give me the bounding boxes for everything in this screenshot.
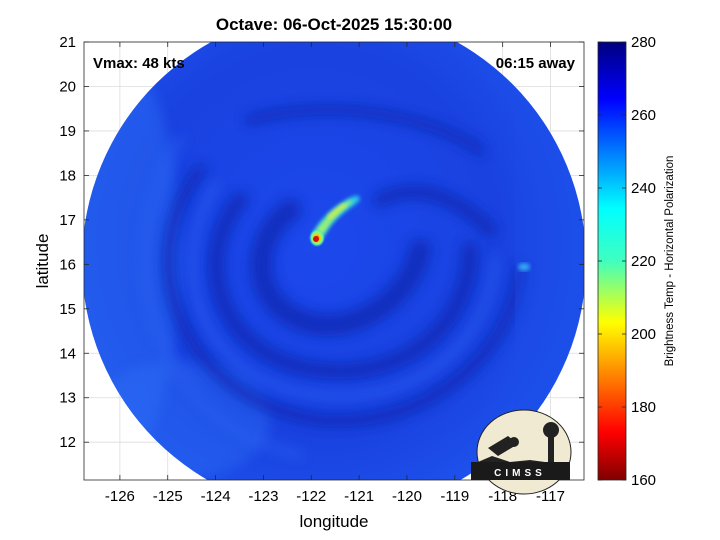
- colorbar-tick-label: 280: [631, 34, 656, 51]
- y-tick-label: 14: [59, 345, 76, 362]
- time-away-annotation: 06:15 away: [496, 55, 576, 72]
- x-axis-label: longitude: [299, 512, 368, 531]
- rain-band: [309, 195, 530, 271]
- y-axis-ticks: 12 13 14 15 16 17 18 19 20 21: [59, 34, 584, 451]
- y-axis-label: latitude: [33, 234, 52, 289]
- x-tick-label: -119: [440, 488, 469, 505]
- colorbar-tick-label: 180: [631, 399, 656, 416]
- x-tick-label: -125: [153, 488, 183, 505]
- y-tick-label: 12: [59, 434, 76, 451]
- y-tick-label: 21: [59, 34, 76, 51]
- y-tick-label: 15: [59, 301, 76, 318]
- x-tick-label: -122: [296, 488, 326, 505]
- cimss-logo: CIMSS: [471, 409, 572, 495]
- small-cell-east: [518, 263, 530, 271]
- x-tick-label: -121: [344, 488, 374, 505]
- plot-frame: [83, 41, 585, 481]
- y-tick-label: 13: [59, 390, 76, 407]
- y-tick-label: 18: [59, 167, 76, 184]
- colorbar-tick-label: 160: [631, 472, 656, 489]
- colorbar-tick-label: 240: [631, 180, 656, 197]
- spiral-bands: [162, 105, 526, 427]
- colorbar-tick-label: 220: [631, 253, 656, 270]
- x-tick-label: -123: [248, 488, 278, 505]
- colorbar-tick-label: 260: [631, 107, 656, 124]
- colorbar: [598, 42, 626, 480]
- vmax-annotation: Vmax: 48 kts: [93, 55, 185, 72]
- y-tick-label: 16: [59, 256, 76, 273]
- colorbar-ticks: 160 180 200 220 240 260 280: [598, 34, 656, 489]
- x-tick-label: -124: [201, 488, 231, 505]
- x-axis-ticks: -126 -125 -124 -123 -122 -121 -120 -119 -118 -117: [105, 42, 565, 505]
- y-tick-label: 19: [59, 123, 76, 140]
- x-tick-label: -120: [392, 488, 422, 505]
- warm-core-max: [313, 236, 319, 242]
- colorbar-tick-label: 200: [631, 326, 656, 343]
- y-tick-label: 17: [59, 212, 76, 229]
- logo-text: CIMSS: [494, 468, 546, 479]
- chart-title: Octave: 06-Oct-2025 15:30:00: [216, 15, 452, 34]
- x-tick-label: -117: [536, 488, 565, 505]
- x-tick-label: -126: [105, 488, 135, 505]
- y-tick-label: 20: [59, 78, 76, 95]
- colorbar-label: Brightness Temp - Horizontal Polarizatio…: [664, 156, 676, 367]
